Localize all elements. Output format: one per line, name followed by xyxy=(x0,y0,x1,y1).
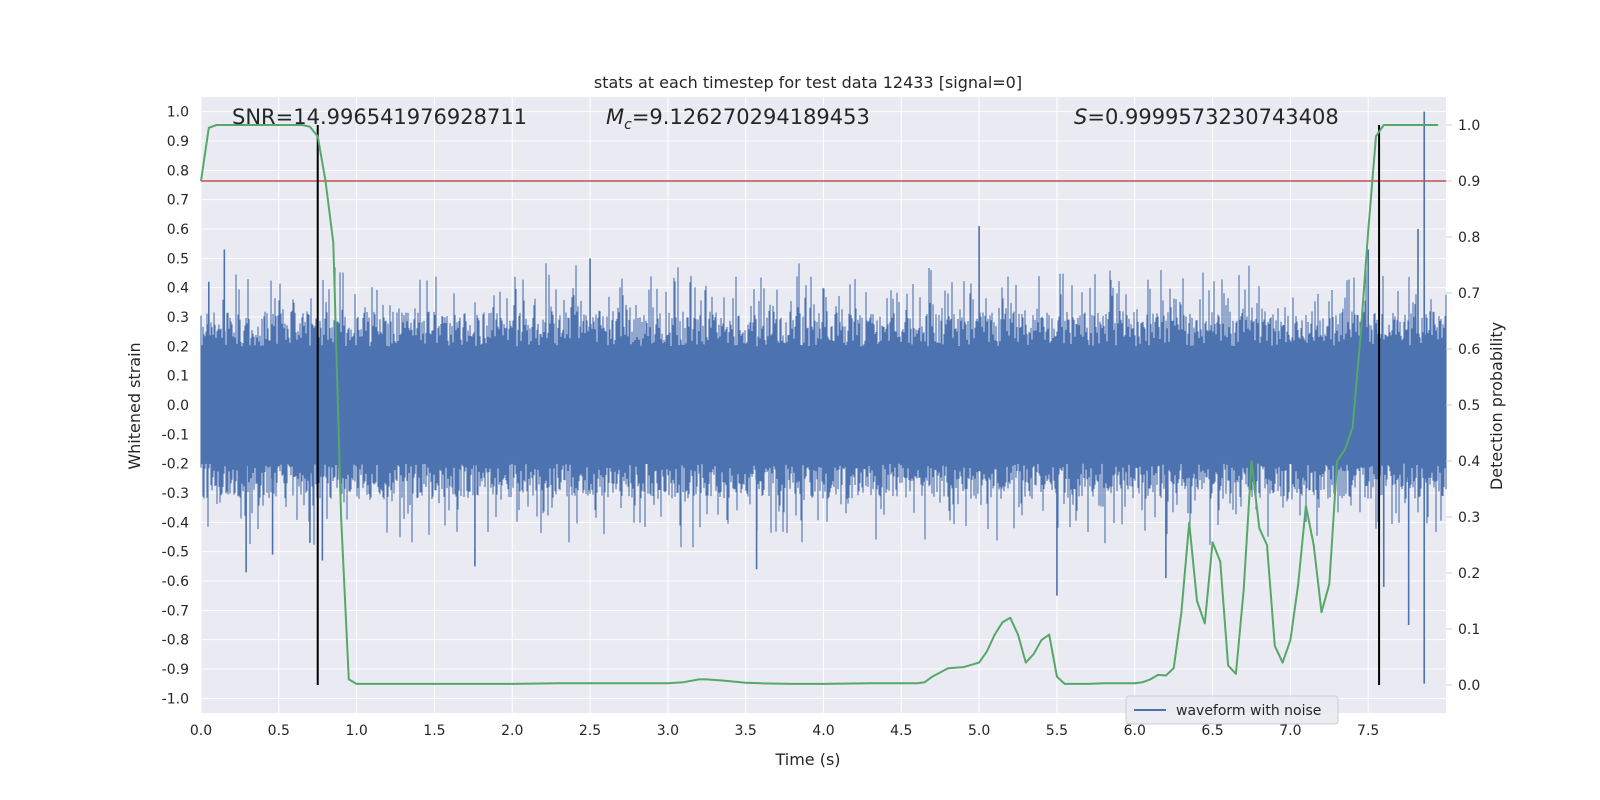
y-left-tick-label: -0.4 xyxy=(162,515,189,531)
y-left-tick-label: -0.2 xyxy=(162,457,189,473)
legend: waveform with noise xyxy=(1125,695,1339,725)
y-left-tick-label: 0.9 xyxy=(167,134,189,150)
y-right-tick-label: 0.1 xyxy=(1458,622,1480,638)
y-left-tick-label: 0.5 xyxy=(167,251,189,267)
y-right-tick-label: 0.4 xyxy=(1458,454,1480,470)
s-value: =0.9999573230743408 xyxy=(1087,105,1338,129)
y-left-tick-label: -1.0 xyxy=(162,691,189,707)
y-left-tick-label: 0.4 xyxy=(167,281,189,297)
chirp-mass-annotation: Mc=9.126270294189453 xyxy=(606,105,870,133)
waveform-series xyxy=(200,111,1447,684)
x-tick-label: 0.0 xyxy=(190,723,212,739)
y-left-tick-label: 0.2 xyxy=(167,339,189,355)
x-tick-label: 1.0 xyxy=(345,723,367,739)
y-left-tick-label: 0.0 xyxy=(167,398,189,414)
probability-line xyxy=(200,124,1439,685)
y-left-tick-label: 1.0 xyxy=(167,105,189,121)
x-tick-label: 2.0 xyxy=(501,723,523,739)
chart-title: stats at each timestep for test data 124… xyxy=(594,73,1022,92)
y-right-tick-label: 0.5 xyxy=(1458,398,1480,414)
probability-series xyxy=(200,124,1439,685)
y-left-tick-label: -0.6 xyxy=(162,574,189,590)
x-tick-label: 1.5 xyxy=(423,723,445,739)
y-right-tick-label: 1.0 xyxy=(1458,118,1480,134)
x-tick-label: 3.5 xyxy=(735,723,757,739)
x-tick-label: 3.0 xyxy=(657,723,679,739)
x-tick-label: 6.5 xyxy=(1201,723,1223,739)
mc-symbol: M xyxy=(606,105,624,129)
x-axis-label: Time (s) xyxy=(774,750,840,769)
snr-annotation: SNR=14.996541976928711 xyxy=(232,105,527,129)
y-left-tick-label: -0.9 xyxy=(162,662,189,678)
waveform-line xyxy=(200,263,1447,548)
s-symbol: S xyxy=(1074,105,1087,129)
y-left-tick-label: 0.8 xyxy=(167,163,189,179)
legend-box xyxy=(1125,695,1339,725)
y-right-tick-label: 0.2 xyxy=(1458,566,1480,582)
y-left-tick-label: 0.6 xyxy=(167,222,189,238)
mc-value: =9.126270294189453 xyxy=(632,105,870,129)
y-right-tick-label: 0.7 xyxy=(1458,286,1480,302)
x-tick-label: 0.5 xyxy=(268,723,290,739)
x-tick-label: 5.0 xyxy=(968,723,990,739)
y-right-tick-label: 0.8 xyxy=(1458,230,1480,246)
x-tick-label: 4.5 xyxy=(890,723,912,739)
y-left-tick-label: -0.8 xyxy=(162,633,189,649)
x-axis-ticks: 0.0 0.5 1.0 1.5 2.0 2.5 3.0 3.5 4.0 4.5 5.0 5.5 6.0 6… xyxy=(190,723,1379,739)
mc-subscript: c xyxy=(624,117,632,133)
y-left-tick-label: -0.5 xyxy=(162,545,189,561)
y-left-tick-label: -0.3 xyxy=(162,486,189,502)
x-tick-label: 5.5 xyxy=(1046,723,1068,739)
overlay-lines xyxy=(201,125,1446,685)
y-axis-left-ticks: 1.0 0.9 0.8 0.7 0.6 0.5 0.4 0.3 0.2 0.1 0.0 -0.1 -0.… xyxy=(162,105,189,708)
y-right-tick-label: 0.9 xyxy=(1458,174,1480,190)
x-tick-label: 6.0 xyxy=(1124,723,1146,739)
y-left-tick-label: -0.1 xyxy=(162,427,189,443)
y-left-tick-label: 0.1 xyxy=(167,369,189,385)
y-right-tick-label: 0.3 xyxy=(1458,510,1480,526)
legend-label-waveform: waveform with noise xyxy=(1176,703,1321,719)
y-right-tick-label: 0.6 xyxy=(1458,342,1480,358)
y-left-tick-label: 0.7 xyxy=(167,193,189,209)
x-tick-label: 4.0 xyxy=(812,723,834,739)
y-axis-right-ticks: 1.0 0.9 0.8 0.7 0.6 0.5 0.4 0.3 0.2 0.1 0.0 xyxy=(1446,118,1480,694)
y-left-tick-label: 0.3 xyxy=(167,310,189,326)
x-tick-label: 7.5 xyxy=(1357,723,1379,739)
y-right-tick-label: 0.0 xyxy=(1458,678,1480,694)
x-tick-label: 7.0 xyxy=(1279,723,1301,739)
y-left-tick-label: -0.7 xyxy=(162,603,189,619)
x-tick-label: 2.5 xyxy=(579,723,601,739)
y-axis-right-label: Detection probability xyxy=(1487,322,1506,490)
s-annotation: S=0.9999573230743408 xyxy=(1074,105,1339,129)
y-axis-left-label: Whitened strain xyxy=(125,342,144,469)
